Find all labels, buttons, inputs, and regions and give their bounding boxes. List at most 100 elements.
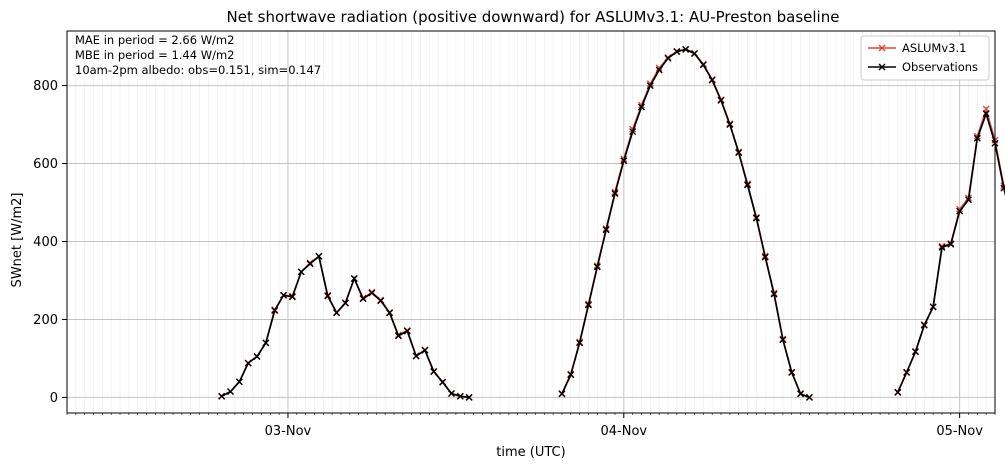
data-point [779, 336, 787, 344]
x-axis-ticks: 03-Nov 04-Nov 05-Nov [66, 413, 996, 439]
data-point [1000, 184, 1005, 192]
legend-marker-observations [878, 63, 886, 71]
y-tick-label: 400 [33, 235, 58, 250]
plot-frame [66, 30, 996, 414]
data-point [956, 205, 964, 213]
data-point [620, 157, 628, 165]
minor-grid [66, 31, 996, 413]
data-point [386, 309, 394, 317]
legend-label-observations: Observations [902, 60, 978, 74]
data-point [244, 359, 252, 367]
y-tick-label: 0 [50, 391, 58, 406]
data-point [567, 371, 575, 379]
data-point [920, 321, 928, 329]
data-point [744, 181, 752, 189]
data-point [324, 292, 332, 300]
data-point [227, 388, 234, 396]
data-point [593, 263, 601, 271]
data-point [770, 290, 778, 298]
y-axis-ticks: 0 200 400 600 800 [33, 79, 67, 406]
data-point [350, 275, 358, 283]
data-point [673, 48, 681, 56]
data-point [412, 352, 420, 360]
data-point [421, 346, 429, 354]
data-point [726, 121, 734, 129]
data-point [359, 295, 367, 303]
x-tick-label: 03-Nov [265, 424, 312, 439]
data-point [708, 76, 716, 84]
series-line [221, 254, 470, 399]
data-point [430, 368, 438, 376]
y-tick-label: 800 [33, 79, 58, 94]
data-point [973, 134, 981, 142]
data-point [947, 240, 955, 248]
series-observations [218, 45, 1005, 401]
data-point [439, 378, 447, 386]
legend: ASLUMv3.1 Observations [860, 35, 990, 81]
legend-marker-aslum [878, 44, 886, 52]
data-point [465, 393, 473, 401]
x-tick-label: 04-Nov [600, 424, 647, 439]
data-point [664, 54, 672, 62]
data-point [602, 226, 610, 234]
data-point [584, 301, 592, 309]
data-point [558, 390, 566, 398]
data-point [752, 214, 760, 222]
data-point [403, 327, 411, 335]
legend-marker [878, 44, 886, 52]
data-point [894, 388, 902, 396]
data-point [691, 50, 698, 58]
data-point [235, 378, 243, 386]
x-tick-label: 05-Nov [936, 424, 983, 439]
data-point [368, 289, 376, 297]
data-point [288, 293, 296, 301]
data-point [611, 190, 619, 198]
data-point [646, 82, 654, 90]
data-point [637, 103, 645, 111]
data-point [903, 368, 911, 376]
data-point [341, 299, 349, 307]
legend-marker [878, 63, 886, 71]
data-point [629, 128, 637, 136]
y-tick-label: 600 [33, 157, 58, 172]
data-point [929, 303, 937, 311]
data-point [938, 242, 946, 250]
y-tick-label: 200 [33, 313, 58, 328]
data-point [682, 45, 690, 53]
major-grid [67, 31, 995, 413]
legend-label-aslum: ASLUMv3.1 [902, 41, 966, 55]
data-point [717, 96, 725, 104]
annotation-box: MAE in period = 2.66 W/m2 MBE in period … [75, 33, 321, 77]
data-point [576, 339, 584, 347]
data-point [271, 306, 279, 314]
data-point [333, 309, 341, 317]
data-point [377, 297, 385, 305]
data-point [964, 196, 972, 204]
data-point [447, 390, 455, 398]
data-point [805, 393, 813, 401]
data-point [306, 260, 314, 268]
data-point [456, 392, 464, 400]
annotation-albedo: 10am-2pm albedo: obs=0.151, sim=0.147 [75, 63, 321, 77]
chart-title: Net shortwave radiation (positive downwa… [227, 8, 840, 26]
annotation-mae: MAE in period = 2.66 W/m2 [75, 33, 234, 47]
series-line [221, 255, 470, 399]
data-point [262, 339, 270, 347]
series-layer [218, 45, 1005, 401]
data-point [655, 66, 663, 74]
data-point [982, 110, 990, 118]
data-point [761, 253, 769, 261]
data-point [253, 352, 261, 360]
data-point [699, 61, 707, 69]
data-point [797, 390, 805, 398]
data-point [956, 207, 964, 215]
x-axis-label: time (UTC) [496, 445, 565, 460]
data-point [938, 243, 946, 251]
data-point [315, 252, 323, 260]
annotation-mbe: MBE in period = 1.44 W/m2 [75, 48, 234, 62]
data-point [735, 149, 743, 157]
data-point [911, 348, 919, 356]
data-point [280, 291, 288, 299]
series-line [897, 110, 1005, 393]
